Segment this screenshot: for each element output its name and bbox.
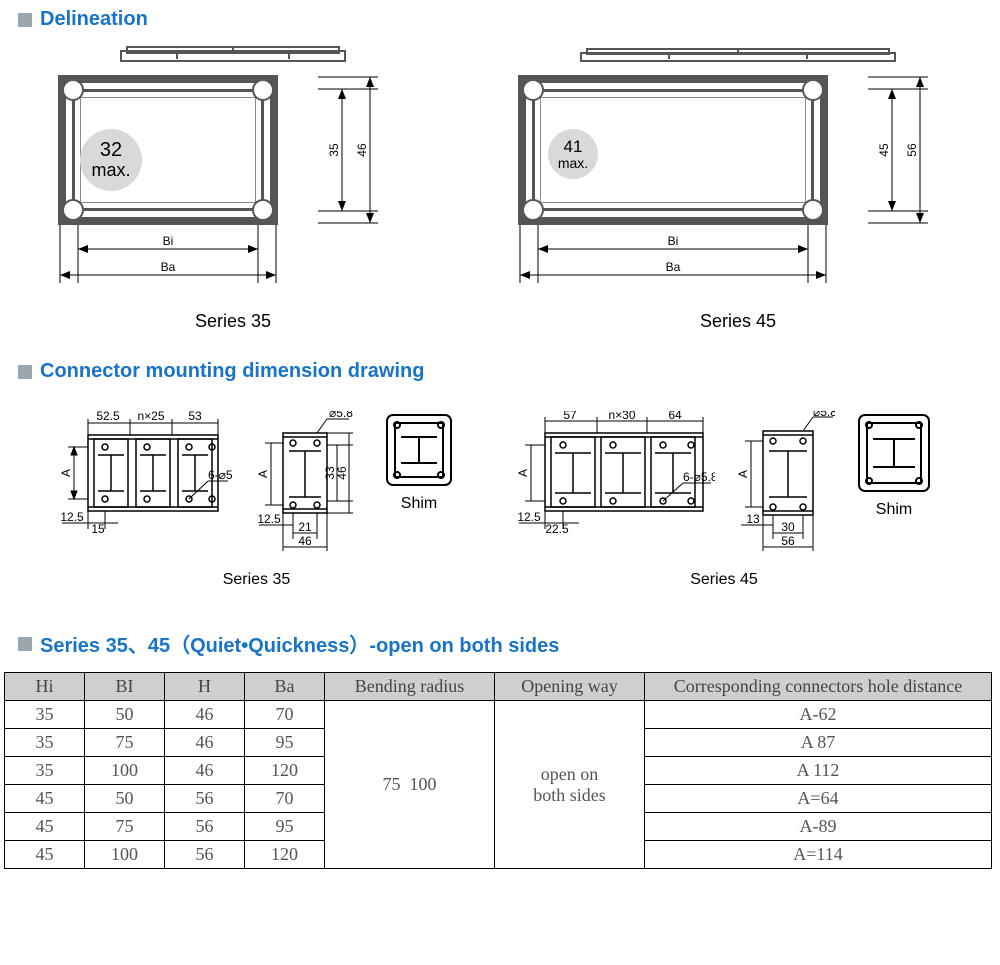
cmdd35s-bi: 21: [298, 520, 312, 534]
cmdd-series45: 57 n×30 64 A 12.5 22.5 6-⌀5.8: [515, 411, 933, 589]
cmdd45-td1: n×30: [608, 411, 635, 422]
series45-badge-txt: max.: [558, 156, 588, 171]
section2-title: Connector mounting dimension drawing: [40, 360, 424, 383]
cell-bending-radius: 75 100: [325, 701, 495, 869]
series45-dim-56: 56: [905, 143, 919, 157]
section1-heading: Delineation: [18, 8, 1000, 31]
cmdd45-bd1: 22.5: [545, 522, 569, 536]
cmdd35-holenote: 6-⌀5.8: [208, 468, 233, 482]
series35-mainbox: 32 max.: [58, 75, 278, 225]
series35-badge-num: 32: [100, 140, 122, 161]
cmdd35s-bl: 12.5: [257, 512, 281, 526]
cmdd-45-shim: Shim: [855, 411, 933, 519]
series35-badge: 32 max.: [80, 129, 142, 191]
col-ba: Ba: [245, 673, 325, 701]
series45-dim-45: 45: [877, 143, 891, 157]
bullet-square-icon: [18, 13, 32, 27]
cmdd-35-side: ⌀5.8 A 33 46: [253, 411, 363, 561]
section3-title: Series 35、45（Quiet•Quickness）-open on bo…: [40, 629, 559, 658]
col-h: H: [165, 673, 245, 701]
col-cc: Corresponding connectors hole distance: [645, 673, 992, 701]
series45-topstrip: [579, 47, 897, 67]
cmdd35-bd1: 15: [91, 522, 105, 536]
cmdd-row: 52.5 n×25 53 A 12.5: [58, 411, 1000, 589]
series35-dim-bottom: Bi Ba: [58, 225, 318, 305]
series45-badge-num: 41: [564, 138, 583, 156]
bullet-square-icon: [18, 365, 32, 379]
cmdd-45-left: 57 n×30 64 A 12.5 22.5 6-⌀5.8: [515, 411, 715, 541]
cmdd45s-ldA: A: [736, 470, 750, 478]
cmdd35s-td: ⌀5.8: [329, 411, 353, 420]
section2-heading: Connector mounting dimension drawing: [18, 360, 1000, 383]
cmdd45s-td: ⌀5.8: [813, 411, 835, 419]
series35-dim-right: 35 46: [318, 75, 408, 225]
cmdd-35-shim: Shim: [383, 411, 455, 513]
series35-dim-ba: Ba: [161, 260, 176, 274]
series45-dim-right: 45 56: [868, 75, 958, 225]
shim-label-35: Shim: [401, 495, 437, 513]
cmdd45-bd0: 12.5: [517, 510, 541, 524]
series45-label: Series 45: [700, 311, 776, 332]
spec-table: Hi BI H Ba Bending radius Opening way Co…: [4, 672, 992, 869]
series45-dim-bi: Bi: [668, 234, 679, 248]
table-header-row: Hi BI H Ba Bending radius Opening way Co…: [5, 673, 992, 701]
cmdd-35-caption: Series 35: [223, 571, 291, 589]
cmdd35s-rh2: 46: [335, 466, 349, 480]
series35-dim-bi: Bi: [163, 234, 174, 248]
delin-series45: 41 max. Bi: [518, 47, 958, 332]
table-row: 35 50 46 70 75 100 open onboth sides A-6…: [5, 701, 992, 729]
cmdd45-td0: 57: [563, 411, 577, 422]
delineation-row: 32 max. Bi: [58, 45, 1000, 332]
cell-opening-way: open onboth sides: [495, 701, 645, 869]
cmdd-35-left: 52.5 n×25 53 A 12.5: [58, 411, 233, 541]
series35-topstrip: [119, 45, 347, 67]
col-ow: Opening way: [495, 673, 645, 701]
cmdd-45-caption: Series 45: [690, 571, 758, 589]
cmdd45s-bi: 30: [781, 520, 795, 534]
cmdd35s-bo: 46: [298, 534, 312, 548]
series35-dim-35: 35: [327, 143, 341, 157]
cmdd-45-side: ⌀5.8 A 30 56 13: [735, 411, 835, 561]
shim-label-45: Shim: [876, 501, 912, 519]
series35-dim-46: 46: [355, 143, 369, 157]
series45-dim-ba: Ba: [666, 260, 681, 274]
bullet-square-icon: [18, 637, 32, 651]
cmdd45-holenote: 6-⌀5.8: [683, 470, 715, 484]
cmdd35-bd0: 12.5: [60, 510, 84, 524]
col-hi: Hi: [5, 673, 85, 701]
series45-mainbox: 41 max.: [518, 75, 828, 225]
series35-label: Series 35: [195, 311, 271, 332]
cmdd45s-bo: 56: [781, 534, 795, 548]
cmdd35-ldA: A: [59, 469, 73, 477]
cmdd45-td2: 64: [668, 411, 682, 422]
col-br: Bending radius: [325, 673, 495, 701]
delin-series35: 32 max. Bi: [58, 45, 408, 332]
section3-heading: Series 35、45（Quiet•Quickness）-open on bo…: [18, 629, 1000, 658]
cmdd45s-bl: 13: [746, 512, 760, 526]
series35-badge-txt: max.: [91, 161, 130, 180]
cmdd35-td1: n×25: [137, 411, 164, 423]
series45-dim-bottom: Bi Ba: [518, 225, 868, 305]
table-body: 35 50 46 70 75 100 open onboth sides A-6…: [5, 701, 992, 869]
col-bi: BI: [85, 673, 165, 701]
cmdd45-ldA: A: [516, 469, 530, 477]
cmdd35-td0: 52.5: [96, 411, 120, 423]
section1-title: Delineation: [40, 8, 148, 31]
series45-badge: 41 max.: [548, 129, 598, 179]
cmdd35-td2: 53: [188, 411, 202, 423]
cmdd-series35: 52.5 n×25 53 A 12.5: [58, 411, 455, 589]
cmdd35s-ldA: A: [256, 470, 270, 478]
